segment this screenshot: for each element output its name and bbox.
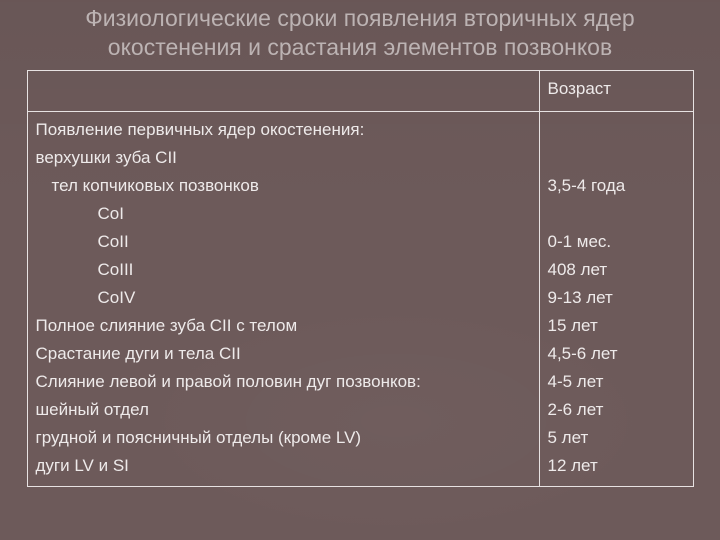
header-col2: Возраст bbox=[539, 70, 693, 111]
c2-line bbox=[548, 116, 685, 144]
c2-line: 9-13 лет bbox=[548, 284, 685, 312]
table-header-row: Возраст bbox=[27, 70, 693, 111]
c1-line: Появление первичных ядер окостенения: bbox=[36, 116, 531, 144]
c1-line: Полное слияние зуба СII с телом bbox=[36, 312, 531, 340]
c1-line: тел копчиковых позвонков bbox=[36, 172, 531, 200]
table-body-row: Появление первичных ядер окостенения: ве… bbox=[27, 111, 693, 487]
c2-line: 12 лет bbox=[548, 452, 685, 480]
c1-line: дуги LV и SI bbox=[36, 452, 531, 480]
c2-line: 3,5-4 года bbox=[548, 172, 685, 200]
c2-line: 4-5 лет bbox=[548, 368, 685, 396]
c2-line: 0-1 мес. bbox=[548, 228, 685, 256]
body-col1: Появление первичных ядер окостенения: ве… bbox=[27, 111, 539, 487]
c1-line: Слияние левой и правой половин дуг позво… bbox=[36, 368, 531, 396]
c2-line bbox=[548, 144, 685, 172]
c1-line: грудной и поясничный отделы (кроме LV) bbox=[36, 424, 531, 452]
slide-title: Физиологические сроки появления вторичны… bbox=[36, 4, 684, 62]
slide: Физиологические сроки появления вторичны… bbox=[0, 0, 720, 540]
c2-line bbox=[548, 200, 685, 228]
header-col1 bbox=[27, 70, 539, 111]
c1-line: СоI bbox=[36, 200, 531, 228]
data-table: Возраст Появление первичных ядер окостен… bbox=[27, 70, 694, 488]
c2-line: 2-6 лет bbox=[548, 396, 685, 424]
c2-line: 408 лет bbox=[548, 256, 685, 284]
c1-line: Срастание дуги и тела СII bbox=[36, 340, 531, 368]
c1-line: СоIV bbox=[36, 284, 531, 312]
c1-line: СоIII bbox=[36, 256, 531, 284]
c1-line: СоII bbox=[36, 228, 531, 256]
c2-line: 15 лет bbox=[548, 312, 685, 340]
body-col2: 3,5-4 года 0-1 мес. 408 лет 9-13 лет 15 … bbox=[539, 111, 693, 487]
c1-line: верхушки зуба СII bbox=[36, 144, 531, 172]
c2-line: 4,5-6 лет bbox=[548, 340, 685, 368]
c2-line: 5 лет bbox=[548, 424, 685, 452]
c1-line: шейный отдел bbox=[36, 396, 531, 424]
